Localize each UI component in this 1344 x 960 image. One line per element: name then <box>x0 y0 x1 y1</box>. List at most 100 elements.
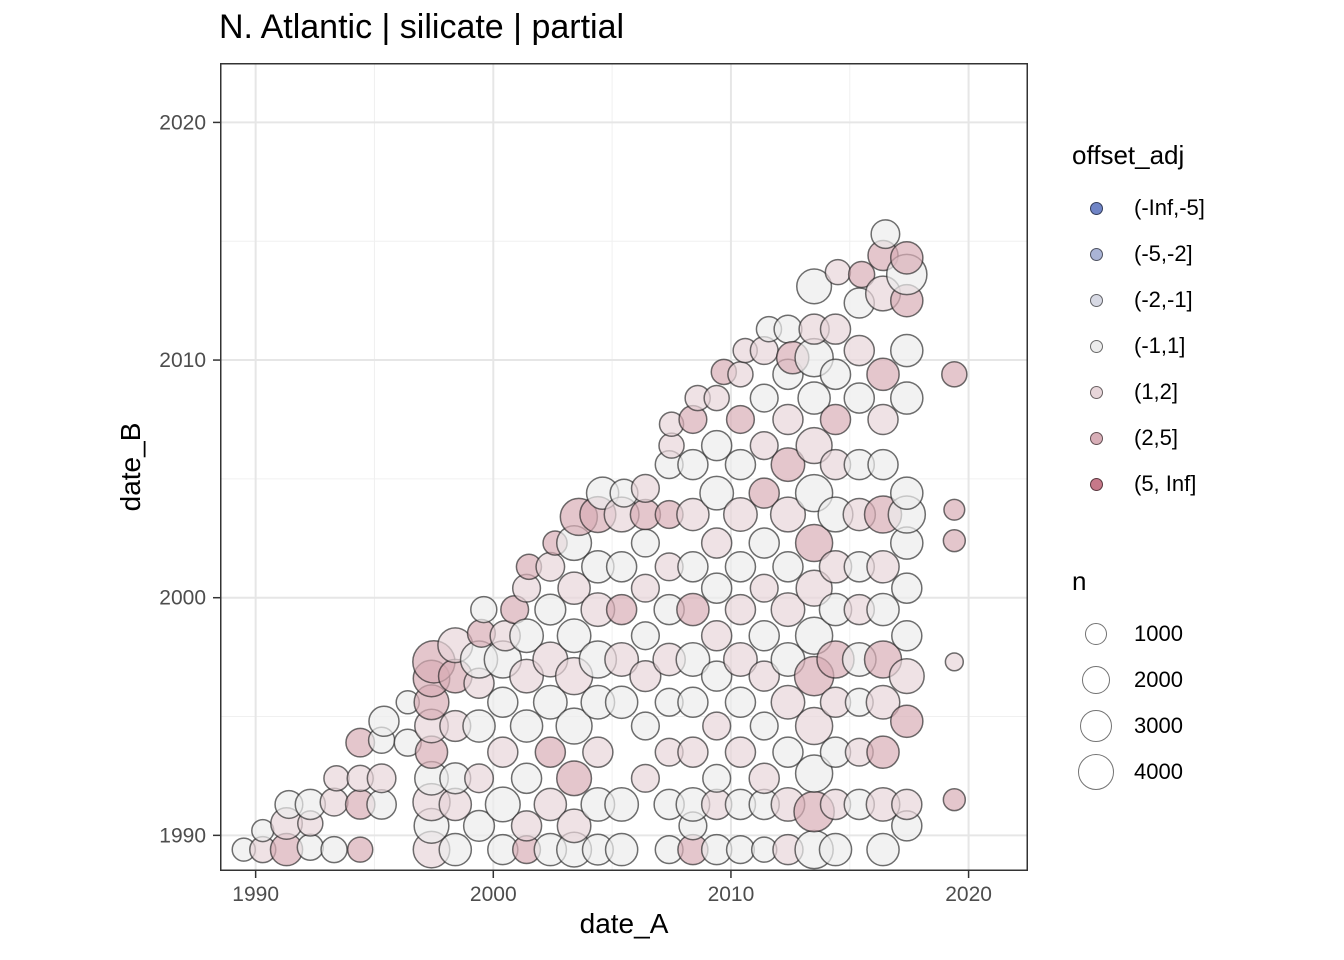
data-point <box>630 763 660 793</box>
data-point <box>702 711 732 741</box>
y-tick-label: 2020 <box>159 111 206 134</box>
data-point <box>464 763 495 794</box>
data-point <box>630 621 660 651</box>
color-legend-item: (2,5] <box>1072 415 1205 461</box>
data-point <box>724 686 757 719</box>
data-point <box>888 658 925 695</box>
color-swatch <box>1089 293 1103 307</box>
data-point <box>510 762 543 795</box>
color-legend-label: (-2,-1] <box>1134 287 1193 312</box>
color-legend: offset_adj (-Inf,-5] (-5,-2] (-2,-1] (-1,1]… <box>1072 140 1205 507</box>
y-tick-label: 2010 <box>159 349 206 372</box>
data-point <box>843 382 876 414</box>
data-point <box>770 447 806 483</box>
data-point <box>582 736 614 768</box>
data-point <box>510 810 543 842</box>
size-legend-title: n <box>1072 566 1087 596</box>
data-point <box>724 551 757 583</box>
color-legend-key <box>1072 431 1120 445</box>
x-axis-title: date_A <box>579 908 669 939</box>
color-legend-label: (5, Inf] <box>1134 471 1197 496</box>
data-point <box>749 711 779 741</box>
size-legend-label: 1000 <box>1134 621 1183 646</box>
data-point <box>630 473 660 503</box>
data-point <box>944 652 965 672</box>
color-legend-item: (-5,-2] <box>1072 231 1205 277</box>
data-point <box>942 787 967 812</box>
data-point <box>470 595 498 624</box>
data-point <box>796 268 833 305</box>
data-point <box>700 619 733 652</box>
data-point <box>676 497 710 532</box>
color-legend-item: (-1,1] <box>1072 323 1205 369</box>
scatter-plot <box>220 63 1028 871</box>
color-legend-key <box>1072 293 1120 307</box>
x-tick-label: 1990 <box>232 883 279 906</box>
data-point <box>630 711 660 741</box>
size-legend-item: 3000 <box>1072 703 1183 749</box>
color-legend-item: (1,2] <box>1072 369 1205 415</box>
data-point <box>749 573 779 603</box>
data-point <box>794 754 834 793</box>
data-point <box>772 736 804 768</box>
data-point <box>749 431 779 461</box>
data-point <box>629 659 662 693</box>
data-point <box>462 709 496 743</box>
data-point <box>605 593 638 626</box>
data-point <box>797 381 831 415</box>
data-point <box>700 660 733 692</box>
data-point <box>700 527 733 559</box>
chart-title: N. Atlantic | silicate | partial <box>219 8 625 46</box>
data-point <box>533 787 568 822</box>
data-point <box>725 835 756 865</box>
data-point <box>534 736 567 768</box>
data-point <box>509 709 544 743</box>
data-point <box>843 334 876 367</box>
data-point <box>438 832 473 867</box>
data-point <box>866 832 900 867</box>
color-legend-key <box>1072 339 1120 353</box>
data-point <box>320 835 348 864</box>
size-legend-label: 4000 <box>1134 759 1183 784</box>
x-tick-label: 2010 <box>708 883 755 906</box>
data-point <box>532 684 568 720</box>
data-point <box>604 832 639 867</box>
data-point <box>605 551 638 583</box>
data-point <box>772 403 804 436</box>
data-point <box>889 476 924 510</box>
data-point <box>770 592 806 628</box>
data-point <box>556 808 592 844</box>
data-point <box>484 786 521 823</box>
data-point <box>748 527 780 559</box>
size-swatch <box>1078 754 1114 790</box>
color-legend-item: (-2,-1] <box>1072 277 1205 323</box>
data-point <box>943 498 966 521</box>
data-point <box>677 686 709 719</box>
data-point <box>819 313 852 345</box>
data-point <box>889 704 924 739</box>
data-point <box>703 384 730 412</box>
data-point <box>847 260 876 289</box>
size-legend-key <box>1072 754 1120 790</box>
data-point <box>748 762 780 795</box>
color-legend-key <box>1072 201 1120 215</box>
data-point <box>368 705 400 738</box>
color-legend-key <box>1072 477 1120 491</box>
size-legend-item: 1000 <box>1072 611 1183 657</box>
data-point <box>604 642 640 677</box>
size-legend-item: 2000 <box>1072 657 1183 703</box>
data-point <box>702 763 732 793</box>
color-legend-label: (-5,-2] <box>1134 241 1193 266</box>
data-point <box>866 592 900 627</box>
data-point <box>748 477 780 509</box>
data-point <box>748 619 780 652</box>
color-swatch <box>1089 201 1103 215</box>
size-legend-label: 2000 <box>1134 667 1183 692</box>
y-axis-title: date_B <box>115 422 146 512</box>
data-point <box>677 448 709 481</box>
data-point <box>534 593 567 626</box>
data-point <box>699 475 735 511</box>
data-point <box>700 429 733 462</box>
size-legend-item: 4000 <box>1072 749 1183 795</box>
data-point <box>487 736 519 768</box>
